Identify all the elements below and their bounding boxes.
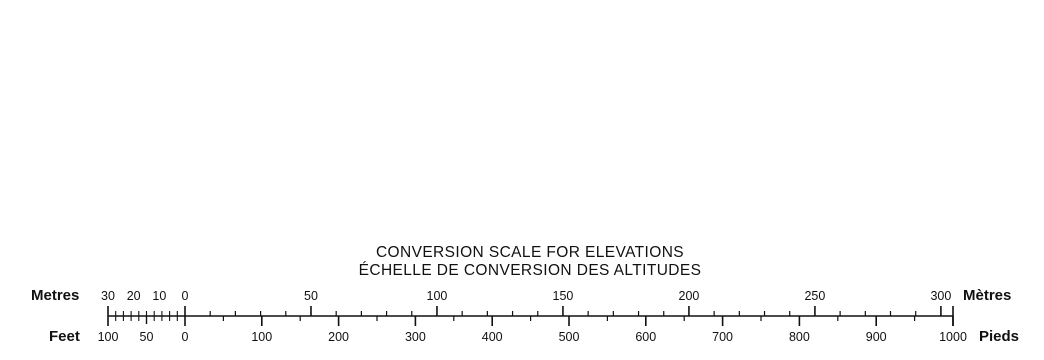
metres-label-left: Metres [31, 287, 79, 304]
feet-tick-label: 200 [328, 330, 349, 344]
metres-tick-label: 0 [182, 289, 189, 303]
metres-label-right: Mètres [963, 287, 1011, 304]
metres-tick-label: 200 [679, 289, 700, 303]
feet-tick-label: 900 [866, 330, 887, 344]
metres-tick-label: 50 [304, 289, 318, 303]
metres-tick-label: 250 [804, 289, 825, 303]
scale-title-english: CONVERSION SCALE FOR ELEVATIONS [376, 244, 684, 261]
metres-extension-label: 20 [127, 289, 141, 303]
feet-tick-label: 700 [712, 330, 733, 344]
feet-tick-label: 800 [789, 330, 810, 344]
feet-tick-label: 600 [635, 330, 656, 344]
scale-title-french: ÉCHELLE DE CONVERSION DES ALTITUDES [359, 262, 702, 279]
feet-label-right: Pieds [979, 328, 1019, 345]
feet-tick-label: 300 [405, 330, 426, 344]
metres-extension-label: 30 [101, 289, 115, 303]
feet-tick-label: 0 [182, 330, 189, 344]
metres-extension-label: 10 [152, 289, 166, 303]
feet-extension-label: 100 [98, 330, 119, 344]
metres-tick-label: 300 [930, 289, 951, 303]
feet-tick-label: 100 [251, 330, 272, 344]
feet-label-left: Feet [49, 328, 80, 345]
feet-tick-label: 500 [559, 330, 580, 344]
metres-tick-label: 100 [427, 289, 448, 303]
feet-tick-label: 1000 [939, 330, 967, 344]
feet-tick-label: 400 [482, 330, 503, 344]
feet-extension-label: 50 [140, 330, 154, 344]
metres-tick-label: 150 [553, 289, 574, 303]
